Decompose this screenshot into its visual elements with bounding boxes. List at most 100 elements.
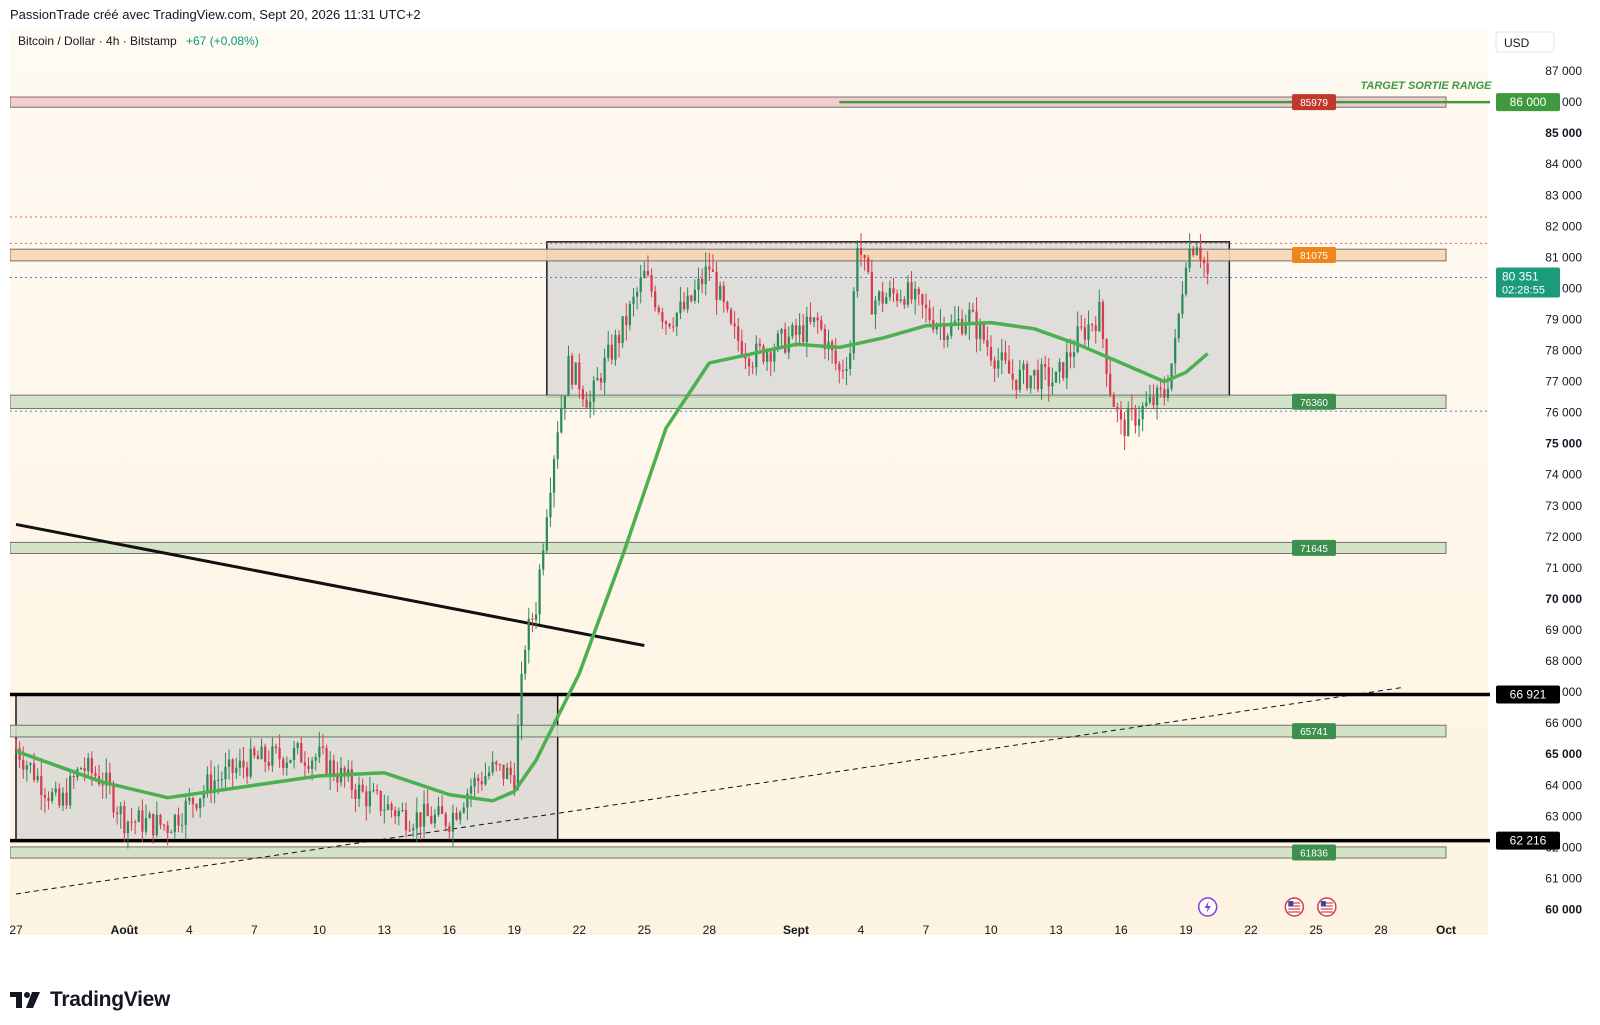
candle-body [469,786,473,794]
tradingview-logo-icon [10,992,40,1008]
us-flag-canton [1320,901,1326,906]
candle-body [112,785,115,813]
candle-body [419,812,422,827]
candle-body [625,316,628,326]
candle-body [1069,352,1072,357]
candle-body [289,759,292,763]
candle-body [394,810,397,817]
candle-body [986,340,989,347]
candle-body [29,763,32,766]
candle-body [917,288,920,295]
candle-body [274,746,278,749]
chart-frame[interactable]: 85979 81075 76360 71645 65741 61836 TARGET SOR… [10,30,1590,970]
time-tick-label: 27 [10,923,23,937]
price-tick-label: 79 000 [1545,312,1582,326]
candle-body [1011,373,1014,380]
price-chart[interactable]: 85979 81075 76360 71645 65741 61836 TARGET SOR… [10,30,1590,970]
candle-body [964,325,967,334]
currency-label: USD [1504,36,1530,50]
lightning-bolt-shape [1204,901,1211,913]
candle-body [61,792,65,806]
candle-body [870,272,873,315]
price-axis-background [1490,30,1590,935]
candle-body [480,781,483,785]
candle-body [455,812,458,820]
candle-body [415,812,418,829]
candle-body [881,291,884,304]
candle-body [910,282,913,300]
candle-body [94,772,97,777]
candle-body [711,269,715,272]
candle-body [679,301,682,313]
candle-body [459,812,462,820]
price-axis-badge-text-target-86000: 86 000 [1510,95,1547,109]
candle-body [874,300,877,315]
price-axis-badge-level-62216 [1496,831,1560,850]
time-tick-label: 28 [1374,923,1388,937]
time-tick-label: Oct [1436,923,1456,937]
candle-body [968,309,971,326]
tradingview-logo[interactable]: TradingView [10,985,170,1015]
zone-label-resistance-red: 85979 [1300,98,1328,109]
candle-body [448,826,451,832]
candle-body [213,780,216,793]
candle-body [567,355,570,396]
candle-body [473,777,476,787]
zone-label-bg-support-65741 [1292,723,1336,740]
candle-body [668,323,671,327]
candle-body [773,349,776,362]
candle-body [614,334,617,360]
candle-body [375,789,379,791]
candle-body [292,747,296,760]
candle-body [1137,419,1141,426]
candle-body [32,763,36,780]
candle-body [664,321,668,324]
candle-body [462,807,465,813]
candle-body [25,765,28,770]
candle-body [906,282,910,305]
candle-body [123,806,126,834]
candle-body [657,307,660,313]
candle-body [1141,405,1144,420]
candle-body [805,316,808,343]
candle-body [1127,408,1130,437]
candle-body [928,308,931,321]
candle-body [888,288,892,298]
candle-body [1072,352,1076,357]
candle-body [126,821,130,834]
candle-body [661,312,664,322]
candle-body [502,764,505,779]
currency-selector [1495,31,1555,53]
candle-body [256,755,260,760]
price-tick-label: 66 000 [1545,716,1582,730]
candle-body [953,320,957,323]
candle-body [206,774,209,792]
candle-body [433,814,437,824]
candle-body [549,492,552,518]
candle-body [58,788,61,806]
candle-body [621,316,624,344]
candle-body [166,825,169,834]
candle-body [708,266,711,270]
candle-body [1054,371,1058,383]
time-tick-label: 7 [251,923,258,937]
candle-body [1015,379,1018,390]
current-price-badge [1496,267,1560,298]
candle-body [1047,367,1050,387]
candle-body [314,757,317,761]
candle-body [1083,327,1087,340]
candle-body [747,358,751,367]
candle-body [50,792,54,801]
symbol-legend: Bitcoin / Dollar · 4h · Bitstamp [18,34,177,48]
candle-body [379,790,382,811]
candle-body [527,618,530,651]
candle-body [672,326,675,328]
candle-body [1202,259,1206,264]
zone-label-bg-resistance-orange [1292,247,1336,264]
candle-body [1134,408,1137,426]
us-flag-canton [1288,901,1294,906]
zone-label-bg-support-61836 [1292,844,1336,861]
candle-body [982,324,985,341]
candle-body [372,789,375,792]
candle-body [935,325,938,330]
